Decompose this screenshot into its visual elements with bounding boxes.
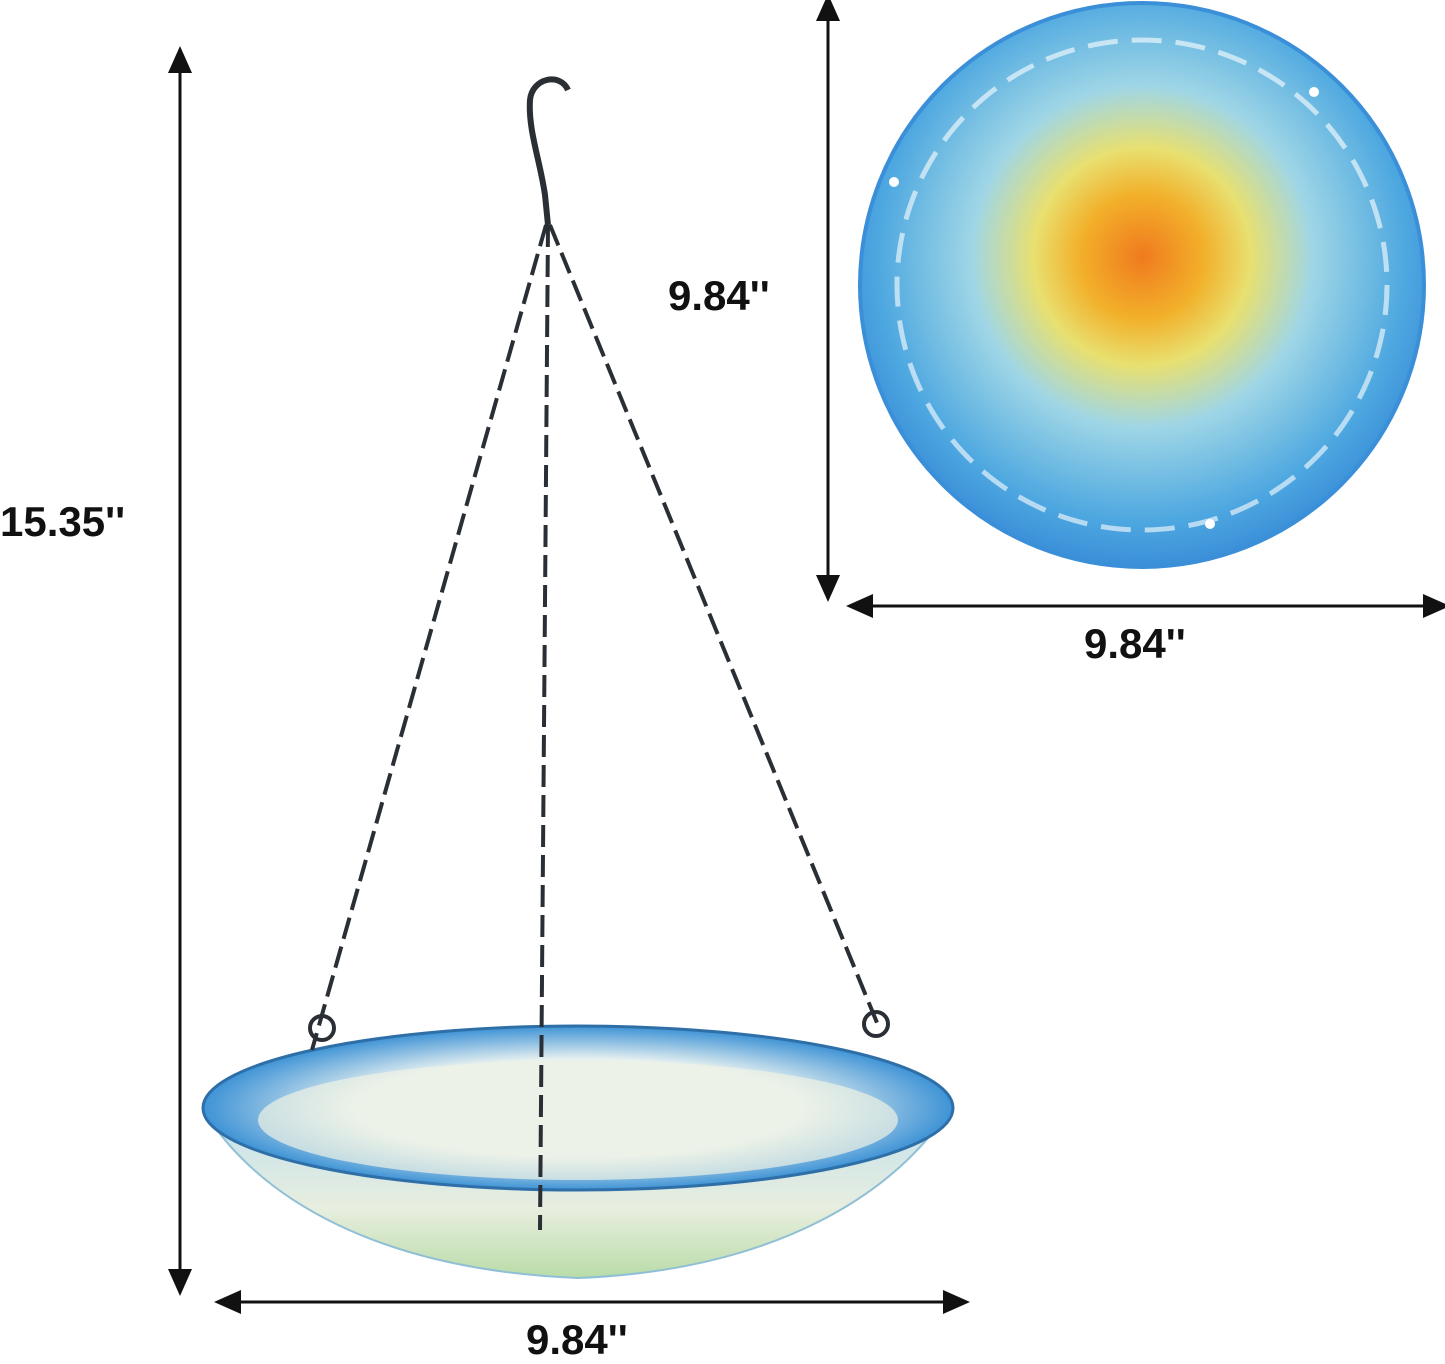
plate-height-label: 9.84'' [668,272,770,319]
plate-top-view [858,1,1426,569]
chains [310,224,882,1231]
plate-width-label: 9.84'' [1084,620,1186,667]
hook [526,76,571,226]
total-height-label: 15.35'' [0,498,126,545]
bowl [201,1024,955,1280]
bowl-width-label: 9.84'' [526,1316,628,1363]
